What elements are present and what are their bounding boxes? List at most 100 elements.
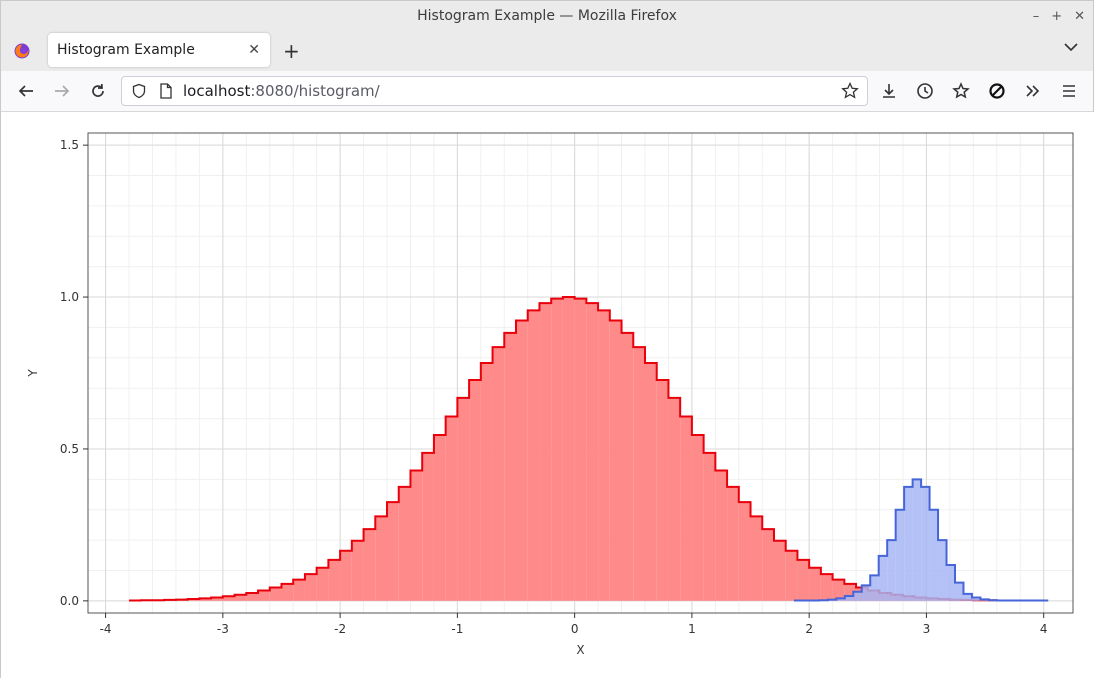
histogram-bin [305, 574, 317, 601]
x-tick-label: 3 [923, 622, 931, 636]
histogram-bin [853, 592, 861, 601]
x-tick-label: -1 [451, 622, 463, 636]
shield-icon[interactable] [131, 83, 147, 99]
forward-arrow-icon[interactable] [52, 81, 72, 101]
y-tick-label: 0.0 [60, 594, 79, 608]
histogram-bin [598, 310, 610, 600]
maximize-icon[interactable]: + [1051, 9, 1062, 24]
histogram-bin [364, 529, 376, 601]
navigation-toolbar: localhost:8080/histogram/ [1, 71, 1093, 112]
histogram-bin [680, 416, 692, 600]
histogram-bin [645, 363, 657, 601]
y-axis-ticks: 0.00.51.01.5 [60, 138, 88, 608]
histogram-bin [528, 310, 540, 600]
histogram-bin [328, 560, 340, 601]
bookmark-star-icon[interactable] [841, 82, 859, 100]
histogram-bin [399, 487, 411, 601]
page-icon[interactable] [159, 83, 173, 99]
histogram-bin [762, 529, 774, 601]
x-axis-label: X [576, 643, 584, 657]
histogram-bin [610, 320, 622, 600]
overflow-chevrons-icon[interactable] [1023, 81, 1043, 101]
back-arrow-icon[interactable] [16, 81, 36, 101]
histogram-bin [446, 416, 458, 600]
histogram-bin [493, 347, 505, 601]
histogram-bin [539, 303, 551, 601]
histogram-bin [896, 510, 904, 601]
y-tick-label: 0.5 [60, 442, 79, 456]
x-tick-label: 0 [571, 622, 579, 636]
histogram-bin [504, 333, 516, 601]
histogram-bin [809, 568, 821, 601]
new-tab-icon[interactable]: + [283, 39, 300, 63]
x-tick-label: -2 [334, 622, 346, 636]
histogram-bin [963, 594, 971, 601]
histogram-bin [633, 347, 645, 601]
histogram-bin [657, 380, 669, 601]
histogram-bin [340, 551, 352, 601]
histogram-bin [938, 540, 946, 601]
x-tick-label: 2 [805, 622, 813, 636]
histogram-bin [715, 471, 727, 601]
reload-icon[interactable] [88, 81, 108, 101]
close-icon[interactable]: ✕ [1074, 9, 1085, 24]
url-bar[interactable]: localhost:8080/histogram/ [121, 76, 868, 106]
histogram-bin [955, 583, 963, 601]
histogram-bin [821, 574, 833, 601]
chevron-down-icon[interactable] [1063, 39, 1079, 55]
histogram-bin [469, 380, 481, 601]
menu-icon[interactable] [1059, 81, 1079, 101]
histogram-bin [410, 471, 422, 601]
tab-histogram[interactable]: Histogram Example ✕ [48, 33, 270, 67]
histogram-bin [352, 541, 364, 601]
histogram-bin [422, 453, 434, 601]
tab-title: Histogram Example [57, 42, 195, 58]
histogram-bin [692, 435, 704, 601]
histogram-bin [904, 487, 912, 601]
histogram-bin [947, 565, 955, 601]
y-tick-label: 1.5 [60, 138, 79, 152]
histogram-bin [786, 551, 798, 601]
url-host: localhost [183, 82, 250, 100]
histogram-bin [575, 299, 587, 601]
extensions-icon[interactable] [951, 81, 971, 101]
download-icon[interactable] [879, 81, 899, 101]
histogram-bin [879, 556, 887, 601]
histogram-bin [887, 540, 895, 601]
y-axis-label: Y [26, 369, 40, 378]
firefox-icon[interactable] [14, 43, 30, 59]
histogram-bin [870, 575, 878, 601]
x-tick-label: -4 [100, 622, 112, 636]
histogram-bin [551, 299, 563, 601]
histogram-bin [387, 502, 399, 601]
histogram-bin [913, 479, 921, 601]
histogram-bin [258, 591, 270, 601]
histogram-bin [246, 593, 258, 601]
minimize-icon[interactable]: – [1033, 9, 1040, 24]
url-path: :8080/histogram/ [250, 82, 379, 100]
histogram-bin [797, 560, 809, 601]
window-controls: – + ✕ [1033, 1, 1085, 31]
histogram-bin [774, 541, 786, 601]
history-clock-icon[interactable] [915, 81, 935, 101]
x-tick-label: -3 [217, 622, 229, 636]
histogram-bin [317, 568, 329, 601]
histogram-bin [293, 580, 305, 601]
histogram-bin [481, 363, 493, 601]
histogram-bin [668, 398, 680, 601]
histogram-bin [375, 516, 387, 600]
histogram-bin [921, 487, 929, 601]
block-icon[interactable] [987, 81, 1007, 101]
x-tick-label: 4 [1040, 622, 1048, 636]
window-titlebar: Histogram Example — Mozilla Firefox – + … [1, 1, 1093, 31]
histogram-bin [704, 453, 716, 601]
histogram-bin [862, 585, 870, 600]
tab-close-icon[interactable]: ✕ [248, 42, 260, 58]
tab-strip: Histogram Example ✕ + [1, 31, 1093, 71]
histogram-bin [751, 516, 763, 600]
histogram-bin [281, 584, 293, 601]
histogram-bin [563, 297, 575, 601]
